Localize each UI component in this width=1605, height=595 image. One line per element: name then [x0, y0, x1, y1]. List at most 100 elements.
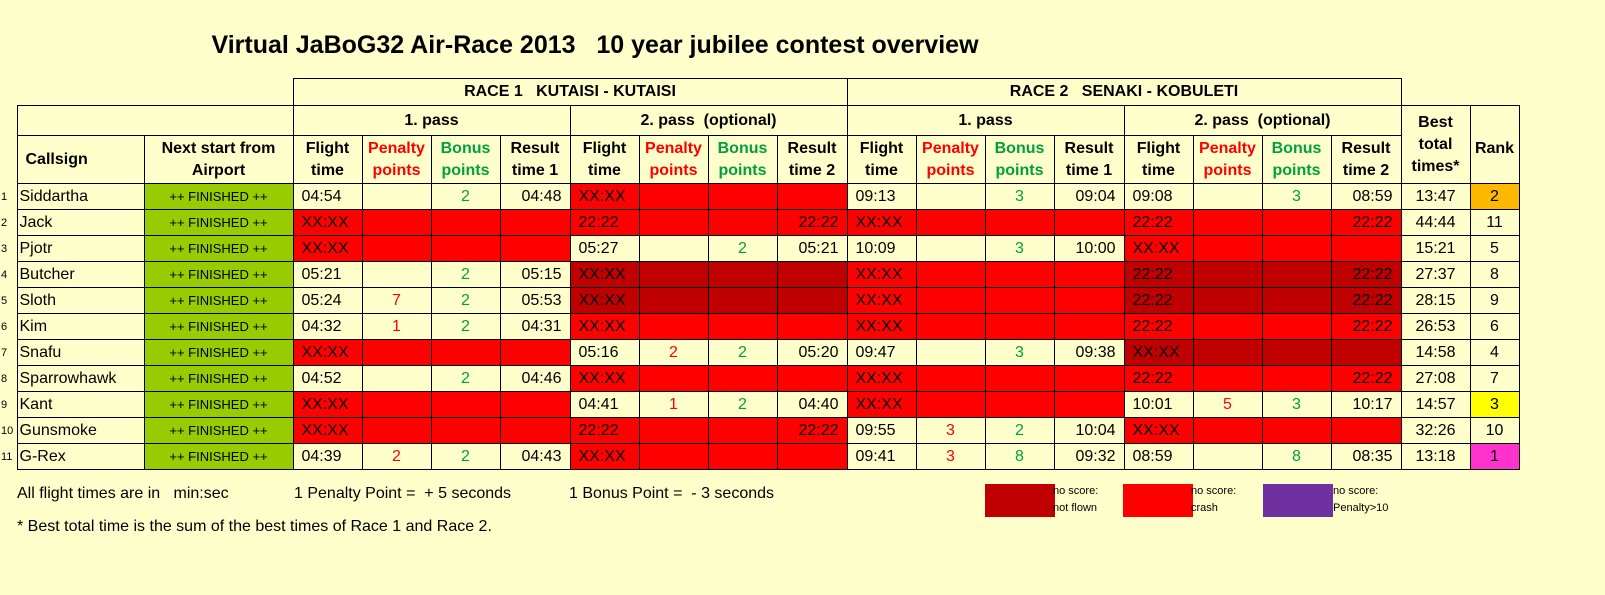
penalty-points-header-line1: Penalty	[1199, 139, 1256, 157]
header-flight-time: Flight time	[846, 135, 917, 184]
bonus-cell: 3	[1261, 183, 1332, 210]
result-cell	[776, 313, 848, 340]
penalty-cell	[1192, 339, 1263, 366]
penalty-cell	[1192, 261, 1263, 288]
flight-time-cell: 10:09	[846, 235, 917, 262]
penalty-cell	[915, 339, 986, 366]
result-cell: 05:15	[499, 261, 571, 288]
bonus-points-header-line1: Bonus	[1271, 139, 1322, 157]
header-bonus-points: Bonus points	[430, 135, 501, 184]
penalty-cell	[915, 287, 986, 314]
bonus-cell	[430, 339, 501, 366]
flight-time-header-line2: time	[1142, 161, 1175, 179]
result-cell: 04:46	[499, 365, 571, 392]
penalty-cell	[915, 391, 986, 418]
header-penalty-points: Penalty points	[361, 135, 432, 184]
rank-cell: 1	[1469, 443, 1520, 470]
flight-time-cell: 22:22	[1123, 209, 1194, 236]
flight-time-cell: 10:01	[1123, 391, 1194, 418]
penalty-cell	[915, 365, 986, 392]
penalty-cell	[361, 417, 432, 444]
bonus-cell: 3	[984, 183, 1055, 210]
flight-time-cell: XX:XX	[569, 261, 640, 288]
rank-cell: 5	[1469, 235, 1520, 262]
result-cell	[1053, 391, 1125, 418]
flight-time-cell: 22:22	[1123, 313, 1194, 340]
callsign-cell: Siddartha	[16, 183, 145, 210]
penalty-cell	[915, 209, 986, 236]
header-penalty-points: Penalty points	[638, 135, 709, 184]
legend-swatch-crash	[1123, 484, 1193, 517]
rank-cell: 10	[1469, 417, 1520, 444]
result-cell: 10:00	[1053, 235, 1125, 262]
flight-time-cell: 22:22	[1123, 261, 1194, 288]
result-cell	[1330, 339, 1402, 366]
bonus-points-header-line2: points	[995, 161, 1044, 179]
callsign-header: Callsign	[16, 135, 145, 184]
flight-time-cell: XX:XX	[292, 339, 363, 366]
best-total-cell: 32:26	[1400, 417, 1471, 444]
result-cell	[499, 339, 571, 366]
flight-time-cell: XX:XX	[846, 365, 917, 392]
next-start-cell: ++ FINISHED ++	[143, 391, 294, 418]
flight-time-cell: 05:24	[292, 287, 363, 314]
result-cell	[1053, 261, 1125, 288]
header-result-time-1: Result time 1	[1053, 135, 1125, 184]
penalty-cell	[638, 365, 709, 392]
header-flight-time: Flight time	[569, 135, 640, 184]
penalty-cell	[915, 313, 986, 340]
header-bonus-points: Bonus points	[984, 135, 1055, 184]
footer-note: * Best total time is the sum of the best…	[17, 518, 492, 535]
next-start-header: Next start from Airport	[143, 135, 294, 184]
best-total-cell: 13:47	[1400, 183, 1471, 210]
flight-time-header-line1: Flight	[859, 139, 904, 157]
penalty-cell: 1	[361, 313, 432, 340]
flight-time-cell: XX:XX	[292, 209, 363, 236]
result-cell: 22:22	[1330, 287, 1402, 314]
result-cell: 05:53	[499, 287, 571, 314]
result-cell: 09:32	[1053, 443, 1125, 470]
flight-time-cell: 04:39	[292, 443, 363, 470]
flight-time-header-line2: time	[588, 161, 621, 179]
rank-cell: 2	[1469, 183, 1520, 210]
bonus-cell: 3	[984, 235, 1055, 262]
penalty-cell	[1192, 287, 1263, 314]
race1-pass2-header: 2. pass (optional)	[569, 105, 848, 136]
penalty-cell	[1192, 443, 1263, 470]
header-penalty-points: Penalty points	[1192, 135, 1263, 184]
result-cell: 04:43	[499, 443, 571, 470]
flight-time-cell: 09:47	[846, 339, 917, 366]
penalty-points-header-line2: points	[1203, 161, 1252, 179]
next-start-cell: ++ FINISHED ++	[143, 339, 294, 366]
penalty-points-header-line2: points	[372, 161, 421, 179]
table-row: 2 Jack ++ FINISHED ++ XX:XX 22:22 22:22 XX:XX 2…	[0, 209, 1520, 236]
row-number: 3	[1, 242, 8, 255]
table-row: 1 Siddartha ++ FINISHED ++ 04:54 2 04:48 XX:XX…	[0, 183, 1520, 210]
penalty-points-header-line1: Penalty	[368, 139, 425, 157]
penalty-cell	[915, 261, 986, 288]
penalty-cell	[1192, 183, 1263, 210]
flight-time-header-line1: Flight	[305, 139, 350, 157]
result-cell: 22:22	[1330, 261, 1402, 288]
flight-time-cell: XX:XX	[569, 365, 640, 392]
table-row: 8 Sparrowhawk ++ FINISHED ++ 04:52 2 04:46 XX:…	[0, 365, 1520, 392]
penalty-cell	[1192, 365, 1263, 392]
result-time-1-header-line2: time 1	[511, 161, 559, 179]
result-cell: 22:22	[1330, 313, 1402, 340]
penalty-cell	[915, 183, 986, 210]
bonus-cell: 8	[984, 443, 1055, 470]
bonus-cell	[1261, 261, 1332, 288]
next-start-cell: ++ FINISHED ++	[143, 261, 294, 288]
bonus-cell	[984, 365, 1055, 392]
penalty-points-header-line2: points	[649, 161, 698, 179]
race2-header: RACE 2 SENAKI - KOBULETI	[846, 78, 1402, 106]
row-number: 11	[1, 450, 13, 463]
result-cell: 05:20	[776, 339, 848, 366]
result-cell	[776, 443, 848, 470]
penalty-cell	[361, 391, 432, 418]
result-cell	[499, 235, 571, 262]
best-total-cell: 28:15	[1400, 287, 1471, 314]
penalty-cell	[638, 261, 709, 288]
flight-time-cell: 09:13	[846, 183, 917, 210]
penalty-cell: 3	[915, 443, 986, 470]
